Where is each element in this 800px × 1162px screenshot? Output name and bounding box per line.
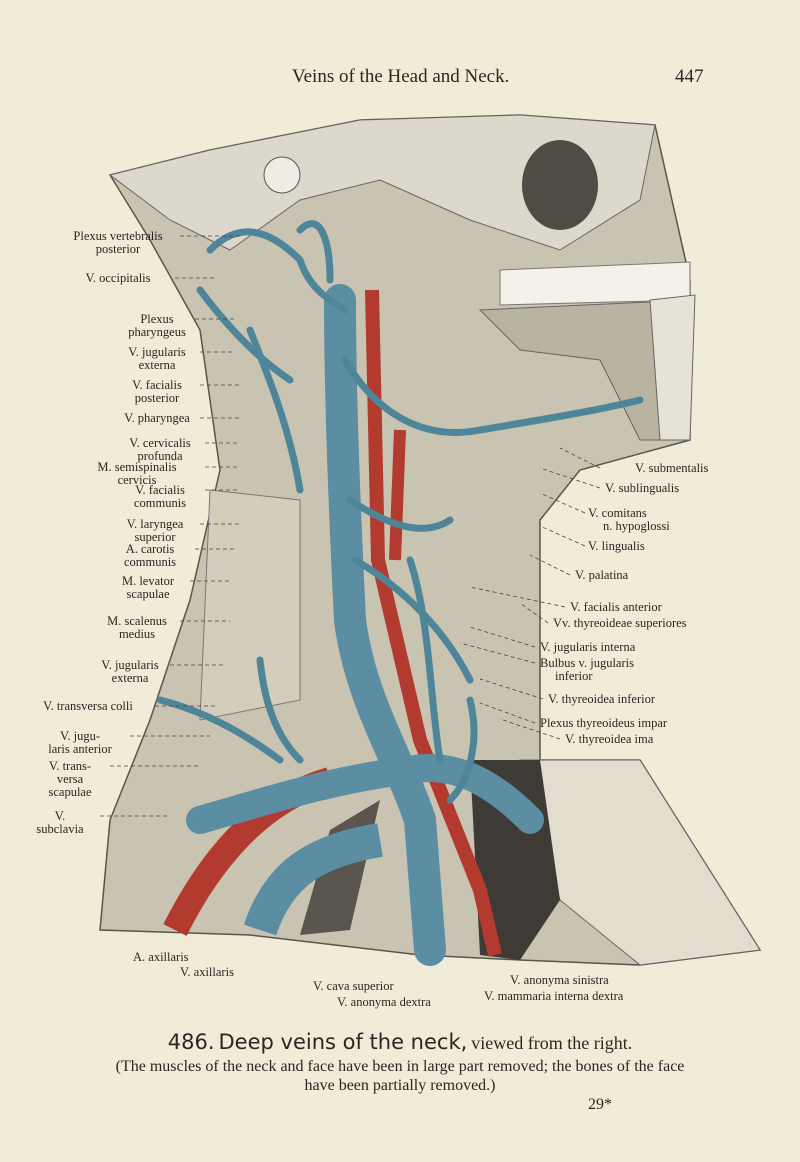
anatomy-label: V. jugularis interna	[540, 640, 636, 654]
leader-line	[459, 642, 536, 664]
anatomy-label: pharyngeus	[128, 325, 186, 339]
anatomy-label: V. transversa colli	[43, 699, 133, 713]
anatomy-label: subclavia	[36, 822, 84, 836]
leader-line	[539, 525, 586, 547]
anatomy-label: V. cava superior	[313, 979, 394, 993]
anatomy-label: V. lingualis	[588, 539, 645, 553]
anatomy-label: laris anterior	[48, 742, 112, 756]
leader-line	[469, 626, 536, 648]
anatomy-label: Plexus vertebralis	[73, 229, 162, 243]
anatomy-label: posterior	[96, 242, 141, 256]
figure-title: Deep veins of the neck,	[218, 1030, 468, 1054]
anatomy-label: communis	[124, 555, 176, 569]
anatomy-label: versa	[57, 772, 84, 786]
anatomy-label: scapulae	[126, 587, 169, 601]
anatomy-label: V. pharyngea	[124, 411, 190, 425]
anatomy-label: Plexus thyreoideus impar	[540, 716, 668, 730]
anatomy-label: V. thyreoidea ima	[565, 732, 654, 746]
anatomy-label: A. axillaris	[133, 950, 189, 964]
anatomy-label: V. cervicalis	[129, 436, 191, 450]
leader-line	[479, 702, 536, 724]
anatomy-label: V. palatina	[575, 568, 629, 582]
anatomy-label: inferior	[555, 669, 593, 683]
anatomy-label: V. comitans	[588, 506, 647, 520]
leader-line	[469, 586, 566, 608]
anatomy-label: V. anonyma dextra	[337, 995, 431, 1009]
anatomy-label: scapulae	[48, 785, 91, 799]
anatomy-label: M. semispinalis	[97, 460, 176, 474]
anatomy-label: externa	[139, 358, 176, 372]
anatomy-label: medius	[119, 627, 155, 641]
figure-view: viewed from the right.	[471, 1033, 633, 1053]
leader-line	[499, 718, 561, 740]
anatomy-label: V.	[55, 809, 66, 823]
anatomy-label: V. facialis	[135, 483, 185, 497]
anatomy-label: V. axillaris	[180, 965, 234, 979]
anatomy-label: V. jugu-	[60, 729, 100, 743]
leader-line	[559, 447, 601, 469]
signature: 29*	[588, 1096, 612, 1113]
anatomy-label: M. levator	[122, 574, 175, 588]
caption-note-line: (The muscles of the neck and face have b…	[115, 1058, 685, 1075]
anatomy-label: V. mammaria interna dextra	[484, 989, 624, 1003]
anatomy-label: M. scalenus	[107, 614, 167, 628]
anatomy-label: externa	[112, 671, 149, 685]
leader-line	[519, 602, 549, 624]
anatomy-label: profunda	[137, 449, 183, 463]
anatomy-label: Vv. thyreoideae superiores	[553, 616, 687, 630]
anatomy-label: V. facialis anterior	[570, 600, 663, 614]
anatomy-label: posterior	[135, 391, 180, 405]
anatomy-label: V. anonyma sinistra	[510, 973, 609, 987]
anatomy-drawing	[99, 114, 762, 966]
anatomy-label: Plexus	[140, 312, 173, 326]
anatomy-label: V. laryngea	[127, 517, 184, 531]
running-title: Veins of the Head and Neck.	[292, 66, 510, 87]
anatomy-label: cervicis	[118, 473, 157, 487]
anatomy-label: V. occipitalis	[85, 271, 150, 285]
anatomy-label: Bulbus v. jugularis	[540, 656, 634, 670]
figure-number: 486.	[167, 1030, 215, 1054]
page-number: 447	[675, 66, 704, 87]
anatomy-label: superior	[135, 530, 177, 544]
caption-note-line: have been partially removed.)	[304, 1077, 496, 1094]
anatomy-label: V. trans-	[49, 759, 91, 773]
leader-line	[539, 492, 586, 514]
leader-line	[529, 554, 571, 576]
anatomy-label: V. jugularis	[128, 345, 186, 359]
anatomy-label: V. sublingualis	[605, 481, 679, 495]
anatomy-label: communis	[134, 496, 186, 510]
anatomy-label: V. submentalis	[635, 461, 709, 475]
leader-lines	[100, 235, 601, 817]
leader-line	[539, 467, 601, 489]
anatomy-label: V. facialis	[132, 378, 182, 392]
anatomy-label: A. carotis	[126, 542, 175, 556]
anatomy-label: V. jugularis	[101, 658, 159, 672]
anatomy-label: n. hypoglossi	[603, 519, 670, 533]
caption: 486. Deep veins of the neck, viewed from…	[0, 1030, 800, 1054]
anatomy-label: V. thyreoidea inferior	[548, 692, 656, 706]
